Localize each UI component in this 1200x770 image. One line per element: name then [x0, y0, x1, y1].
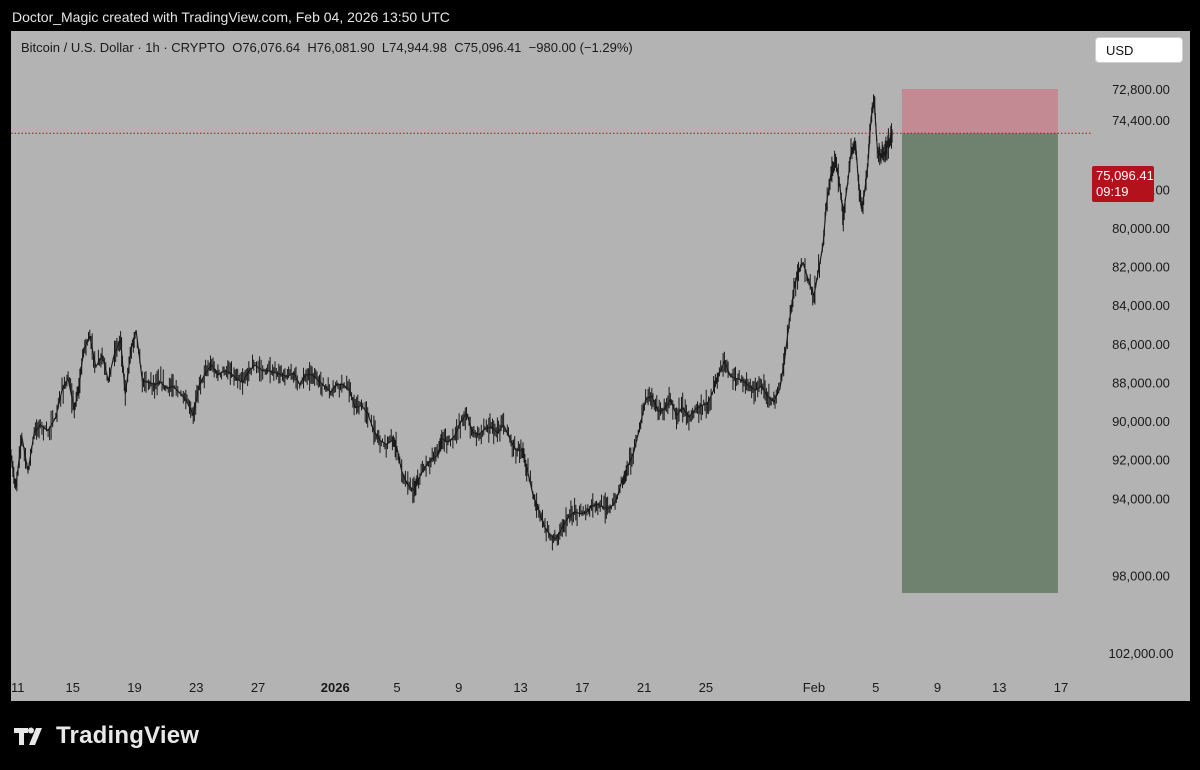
chart-attribution: Doctor_Magic created with TradingView.co… — [12, 9, 450, 25]
x-tick-label: 5 — [872, 680, 879, 695]
close-value: C75,096.41 — [454, 40, 522, 55]
y-tick-label: 98,000.00 — [1112, 569, 1170, 584]
take-profit-zone — [901, 133, 1058, 593]
y-tick-label: 72,800.00 — [1112, 82, 1170, 97]
position-zones — [901, 88, 1058, 593]
y-tick-label: 90,000.00 — [1112, 414, 1170, 429]
x-tick-label: 5 — [393, 680, 400, 695]
chart-area[interactable]: 71,050.0072,800.0074,400.0078,000.0080,0… — [11, 31, 1190, 701]
x-tick-label: 13 — [513, 680, 527, 695]
time-axis: 11 15 19 23 27 2026 5 9 13 17 21 25 Feb 5 9 13 17 — [11, 680, 1068, 695]
price-chart[interactable]: 71,050.0072,800.0074,400.0078,000.0080,0… — [11, 31, 1190, 701]
tradingview-brand-text: TradingView — [56, 722, 200, 749]
ohlc-legend: Bitcoin / U.S. Dollar · 1h · CRYPTO O76,… — [21, 40, 633, 55]
price-series — [11, 94, 894, 551]
candle-wicks — [11, 94, 893, 551]
tradingview-logo-icon — [14, 727, 42, 745]
x-tick-label: 23 — [189, 680, 203, 695]
x-tick-label: 21 — [637, 680, 651, 695]
x-tick-label: 27 — [251, 680, 265, 695]
x-tick-label: 19 — [127, 680, 141, 695]
current-price-tag: 75,096.41 09:19 — [1092, 166, 1154, 202]
current-price-value: 75,096.41 — [1096, 168, 1154, 183]
x-tick-label: 9 — [455, 680, 462, 695]
y-tick-label: 80,000.00 — [1112, 221, 1170, 236]
x-tick-label: Feb — [803, 680, 825, 695]
low-value: L74,944.98 — [381, 40, 447, 55]
symbol-label: Bitcoin / U.S. Dollar · 1h · CRYPTO — [21, 40, 225, 55]
y-tick-label: 84,000.00 — [1112, 298, 1170, 313]
x-tick-label: 17 — [575, 680, 589, 695]
x-tick-label: 13 — [992, 680, 1006, 695]
bar-countdown: 09:19 — [1096, 184, 1129, 199]
y-tick-label: 74,400.00 — [1112, 113, 1170, 128]
x-tick-label: 15 — [66, 680, 80, 695]
y-tick-label: 82,000.00 — [1112, 260, 1170, 275]
change-value: −980.00 (−1.29%) — [528, 40, 633, 55]
price-line — [11, 100, 894, 540]
y-tick-label: 92,000.00 — [1112, 453, 1170, 468]
x-tick-label: 11 — [11, 680, 25, 695]
y-tick-label: 94,000.00 — [1112, 491, 1170, 506]
stop-loss-zone — [901, 88, 1058, 134]
y-tick-label: 86,000.00 — [1112, 337, 1170, 352]
price-axis: 71,050.0072,800.0074,400.0078,000.0080,0… — [1108, 48, 1173, 661]
open-value: O76,076.64 — [232, 40, 301, 55]
x-tick-label: 25 — [699, 680, 713, 695]
x-tick-label: 9 — [934, 680, 941, 695]
currency-button[interactable]: USD — [1095, 37, 1183, 63]
high-value: H76,081.90 — [307, 40, 375, 55]
x-tick-label: 17 — [1054, 680, 1068, 695]
tradingview-logo[interactable]: TradingView — [14, 722, 199, 750]
x-tick-label: 2026 — [321, 680, 350, 695]
y-tick-label: 88,000.00 — [1112, 375, 1170, 390]
y-tick-label: 102,000.00 — [1108, 646, 1173, 661]
